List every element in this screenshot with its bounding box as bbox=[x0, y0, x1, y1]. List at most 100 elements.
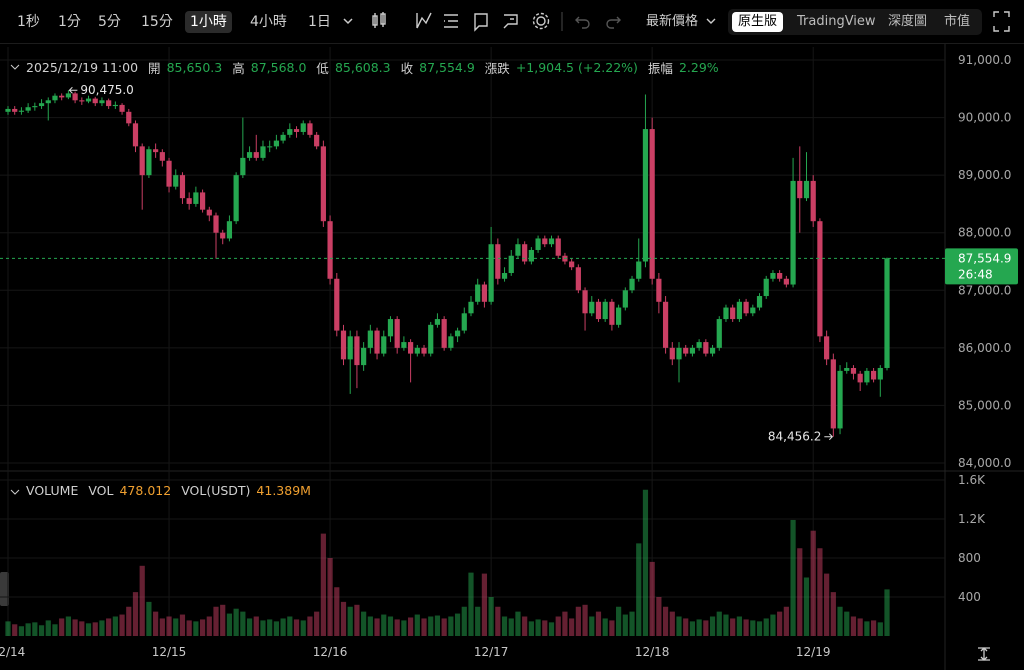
candle-body bbox=[408, 342, 414, 354]
draw-icon[interactable] bbox=[474, 13, 488, 32]
interval-button[interactable]: 1秒 bbox=[17, 14, 40, 30]
volume-bar bbox=[750, 620, 756, 636]
volume-bar bbox=[159, 618, 165, 636]
candle-body bbox=[367, 330, 373, 348]
volume-bar bbox=[709, 616, 716, 636]
candle-body bbox=[763, 278, 769, 297]
candle-body bbox=[528, 249, 534, 262]
volume-bar bbox=[797, 548, 803, 636]
interval-button[interactable]: 1小時 bbox=[185, 11, 232, 33]
settings-icon[interactable] bbox=[536, 16, 546, 26]
volume-bar bbox=[696, 619, 702, 636]
volume-bar bbox=[287, 616, 293, 636]
candle-body bbox=[394, 319, 400, 348]
volume-bar bbox=[112, 616, 118, 636]
volume-bar bbox=[193, 621, 199, 636]
candle-body bbox=[582, 290, 588, 314]
volume-bar bbox=[38, 625, 45, 636]
view-button[interactable]: TradingView bbox=[797, 14, 876, 29]
volume-bar bbox=[495, 606, 501, 636]
volume-bar bbox=[434, 615, 441, 636]
candle-body bbox=[334, 278, 340, 331]
interval-button[interactable]: 15分 bbox=[141, 14, 173, 30]
scale-icon[interactable] bbox=[978, 647, 990, 661]
legend-toggle[interactable] bbox=[10, 64, 20, 70]
candle-body bbox=[662, 301, 669, 348]
price-source[interactable]: 最新價格 bbox=[646, 14, 699, 29]
undo-icon[interactable] bbox=[575, 16, 590, 29]
volume-bar bbox=[508, 618, 514, 636]
candle-body bbox=[119, 104, 125, 112]
interval-button[interactable]: 1日 bbox=[308, 14, 331, 30]
view-button[interactable]: 原生版 bbox=[732, 12, 784, 32]
volume-bar bbox=[72, 619, 78, 636]
interval-button[interactable]: 4小時 bbox=[250, 14, 287, 30]
volume-bar bbox=[783, 606, 789, 636]
price-source-chevron[interactable] bbox=[706, 18, 716, 24]
candle-body bbox=[844, 367, 850, 371]
candle-body bbox=[347, 336, 353, 360]
volume-toggle[interactable] bbox=[10, 489, 20, 495]
candle-body bbox=[783, 278, 789, 285]
volume-bar bbox=[387, 616, 394, 636]
candle-body bbox=[830, 359, 836, 429]
candle-body bbox=[92, 98, 98, 104]
volume-bar bbox=[723, 614, 729, 636]
candle-body bbox=[287, 129, 293, 135]
y-tick-label: 90,000.0 bbox=[958, 111, 1011, 125]
volume-bar bbox=[381, 614, 387, 636]
high-label: 90,475.0 bbox=[80, 83, 133, 97]
candle-body bbox=[777, 273, 783, 279]
volume-bar bbox=[743, 619, 749, 636]
candle-body bbox=[320, 146, 326, 222]
candle-body bbox=[616, 307, 622, 325]
candle-body bbox=[515, 244, 521, 256]
volume-bar bbox=[99, 620, 105, 636]
volume-bar bbox=[367, 616, 373, 636]
candle-body bbox=[25, 107, 31, 111]
candle-body bbox=[85, 98, 92, 102]
candle-body bbox=[656, 278, 662, 302]
candle-body bbox=[542, 238, 548, 245]
price-legend: 2025/12/19 11:00 開 85,650.3 高 87,568.0 低 85,60… bbox=[26, 58, 723, 77]
view-button[interactable]: 市值 bbox=[944, 14, 971, 29]
interval-button[interactable]: 1分 bbox=[58, 14, 81, 30]
volume-bar bbox=[756, 621, 763, 636]
view-button[interactable]: 深度圖 bbox=[888, 14, 928, 29]
volume-bar bbox=[575, 606, 581, 636]
candle-body bbox=[428, 324, 434, 354]
indicators-icon[interactable] bbox=[416, 12, 432, 29]
candle-type-icon[interactable] bbox=[372, 12, 386, 28]
redo-icon[interactable] bbox=[606, 16, 621, 29]
x-tick-label: 12/16 bbox=[313, 645, 348, 659]
candle-body bbox=[327, 221, 333, 279]
volume-bar bbox=[199, 619, 206, 636]
candle-body bbox=[273, 140, 279, 147]
volume-tick-label: 1.6K bbox=[958, 473, 986, 487]
interval-button[interactable]: 5分 bbox=[98, 14, 121, 30]
legend-label: 振幅 bbox=[647, 61, 673, 76]
alert-icon[interactable] bbox=[503, 14, 518, 29]
interval-chevron[interactable] bbox=[343, 18, 353, 25]
fullscreen-icon[interactable] bbox=[993, 11, 1010, 32]
volume-bar bbox=[824, 573, 830, 636]
candle-body bbox=[59, 95, 65, 98]
side-handle[interactable] bbox=[0, 572, 9, 606]
candle-body bbox=[166, 160, 172, 187]
candle-body bbox=[870, 370, 877, 380]
volume-bar bbox=[454, 613, 461, 636]
y-tick-label: 91,000.0 bbox=[958, 53, 1011, 67]
volume-bar bbox=[629, 611, 635, 636]
legend-label: 收 bbox=[400, 61, 414, 76]
volume-bar bbox=[730, 618, 736, 636]
volume-bar bbox=[5, 621, 11, 636]
candle-body bbox=[199, 192, 206, 210]
volume-bar bbox=[548, 622, 555, 636]
templates-icon[interactable] bbox=[444, 14, 458, 28]
legend-value: 85,608.3 bbox=[334, 60, 391, 75]
candle-body bbox=[314, 134, 320, 147]
legend-time: 2025/12/19 11:00 bbox=[26, 60, 139, 75]
x-tick-label: 12/14 bbox=[0, 645, 25, 659]
candle-body bbox=[65, 93, 71, 98]
